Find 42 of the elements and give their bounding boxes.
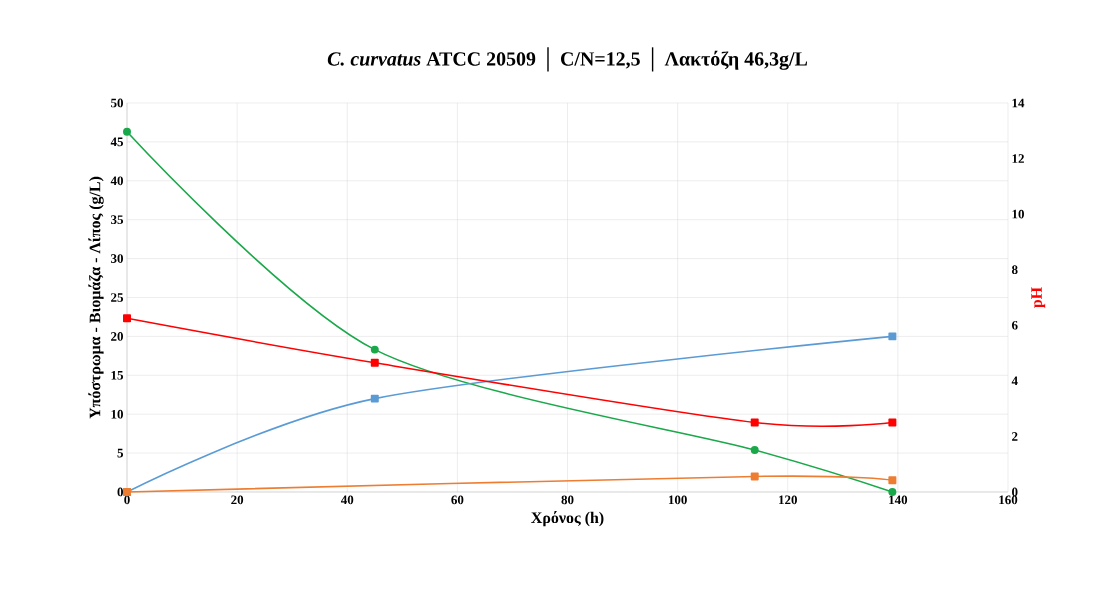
y2-tick-label: 2 <box>1012 432 1018 441</box>
point <box>888 332 897 341</box>
x-tick-label: 60 <box>451 495 464 505</box>
x-tick-label: 140 <box>889 495 908 505</box>
y-tick-label: 5 <box>117 448 124 458</box>
x-tick-label: 100 <box>668 495 687 505</box>
point <box>888 476 897 485</box>
point <box>370 345 379 354</box>
x-tick-label: 160 <box>999 495 1018 505</box>
y2-tick-label: 10 <box>1012 209 1024 219</box>
y-tick-label: 25 <box>111 293 124 302</box>
y-tick-label: 10 <box>111 409 123 419</box>
x-tick-label: 40 <box>340 495 354 505</box>
y2-tick-label: 6 <box>1011 320 1018 330</box>
y2-tick-label: 12 <box>1012 154 1024 163</box>
y-tick-label: 35 <box>111 215 124 225</box>
y-tick-label: 20 <box>111 332 123 341</box>
x-tick-label: 80 <box>561 495 574 505</box>
point <box>750 472 759 481</box>
y2-tick-label: 4 <box>1011 376 1018 386</box>
y-tick-label: 45 <box>110 137 124 147</box>
y-tick-label: 50 <box>111 98 123 108</box>
point <box>750 445 759 454</box>
x-axis-title: Χρόνος (h) <box>531 511 604 527</box>
point <box>370 394 379 403</box>
y2-tick-label: 14 <box>1012 98 1025 108</box>
point <box>123 314 131 323</box>
x-tick-label: 20 <box>231 495 244 505</box>
point <box>888 418 897 427</box>
y-tick-label: 30 <box>111 254 123 263</box>
y-axis-title: Υπόστρωμα - Βιομάζα - Λίπος (g/L) <box>88 176 104 419</box>
point <box>750 418 759 427</box>
y-tick-label: 15 <box>111 370 124 380</box>
x-tick-label: 120 <box>779 495 797 505</box>
point <box>123 127 131 136</box>
chart-title: C. curvatus ATCC 20509 │ C/N=12,5 │ Λακτόζη 46,3g/L <box>327 47 808 72</box>
y2-tick-label: 0 <box>1012 487 1018 497</box>
y-tick-label: 0 <box>117 487 123 497</box>
y-tick-label: 40 <box>110 176 123 186</box>
point <box>370 358 379 367</box>
y2-axis-title: pH <box>1031 287 1046 308</box>
y2-tick-label: 8 <box>1011 265 1018 275</box>
